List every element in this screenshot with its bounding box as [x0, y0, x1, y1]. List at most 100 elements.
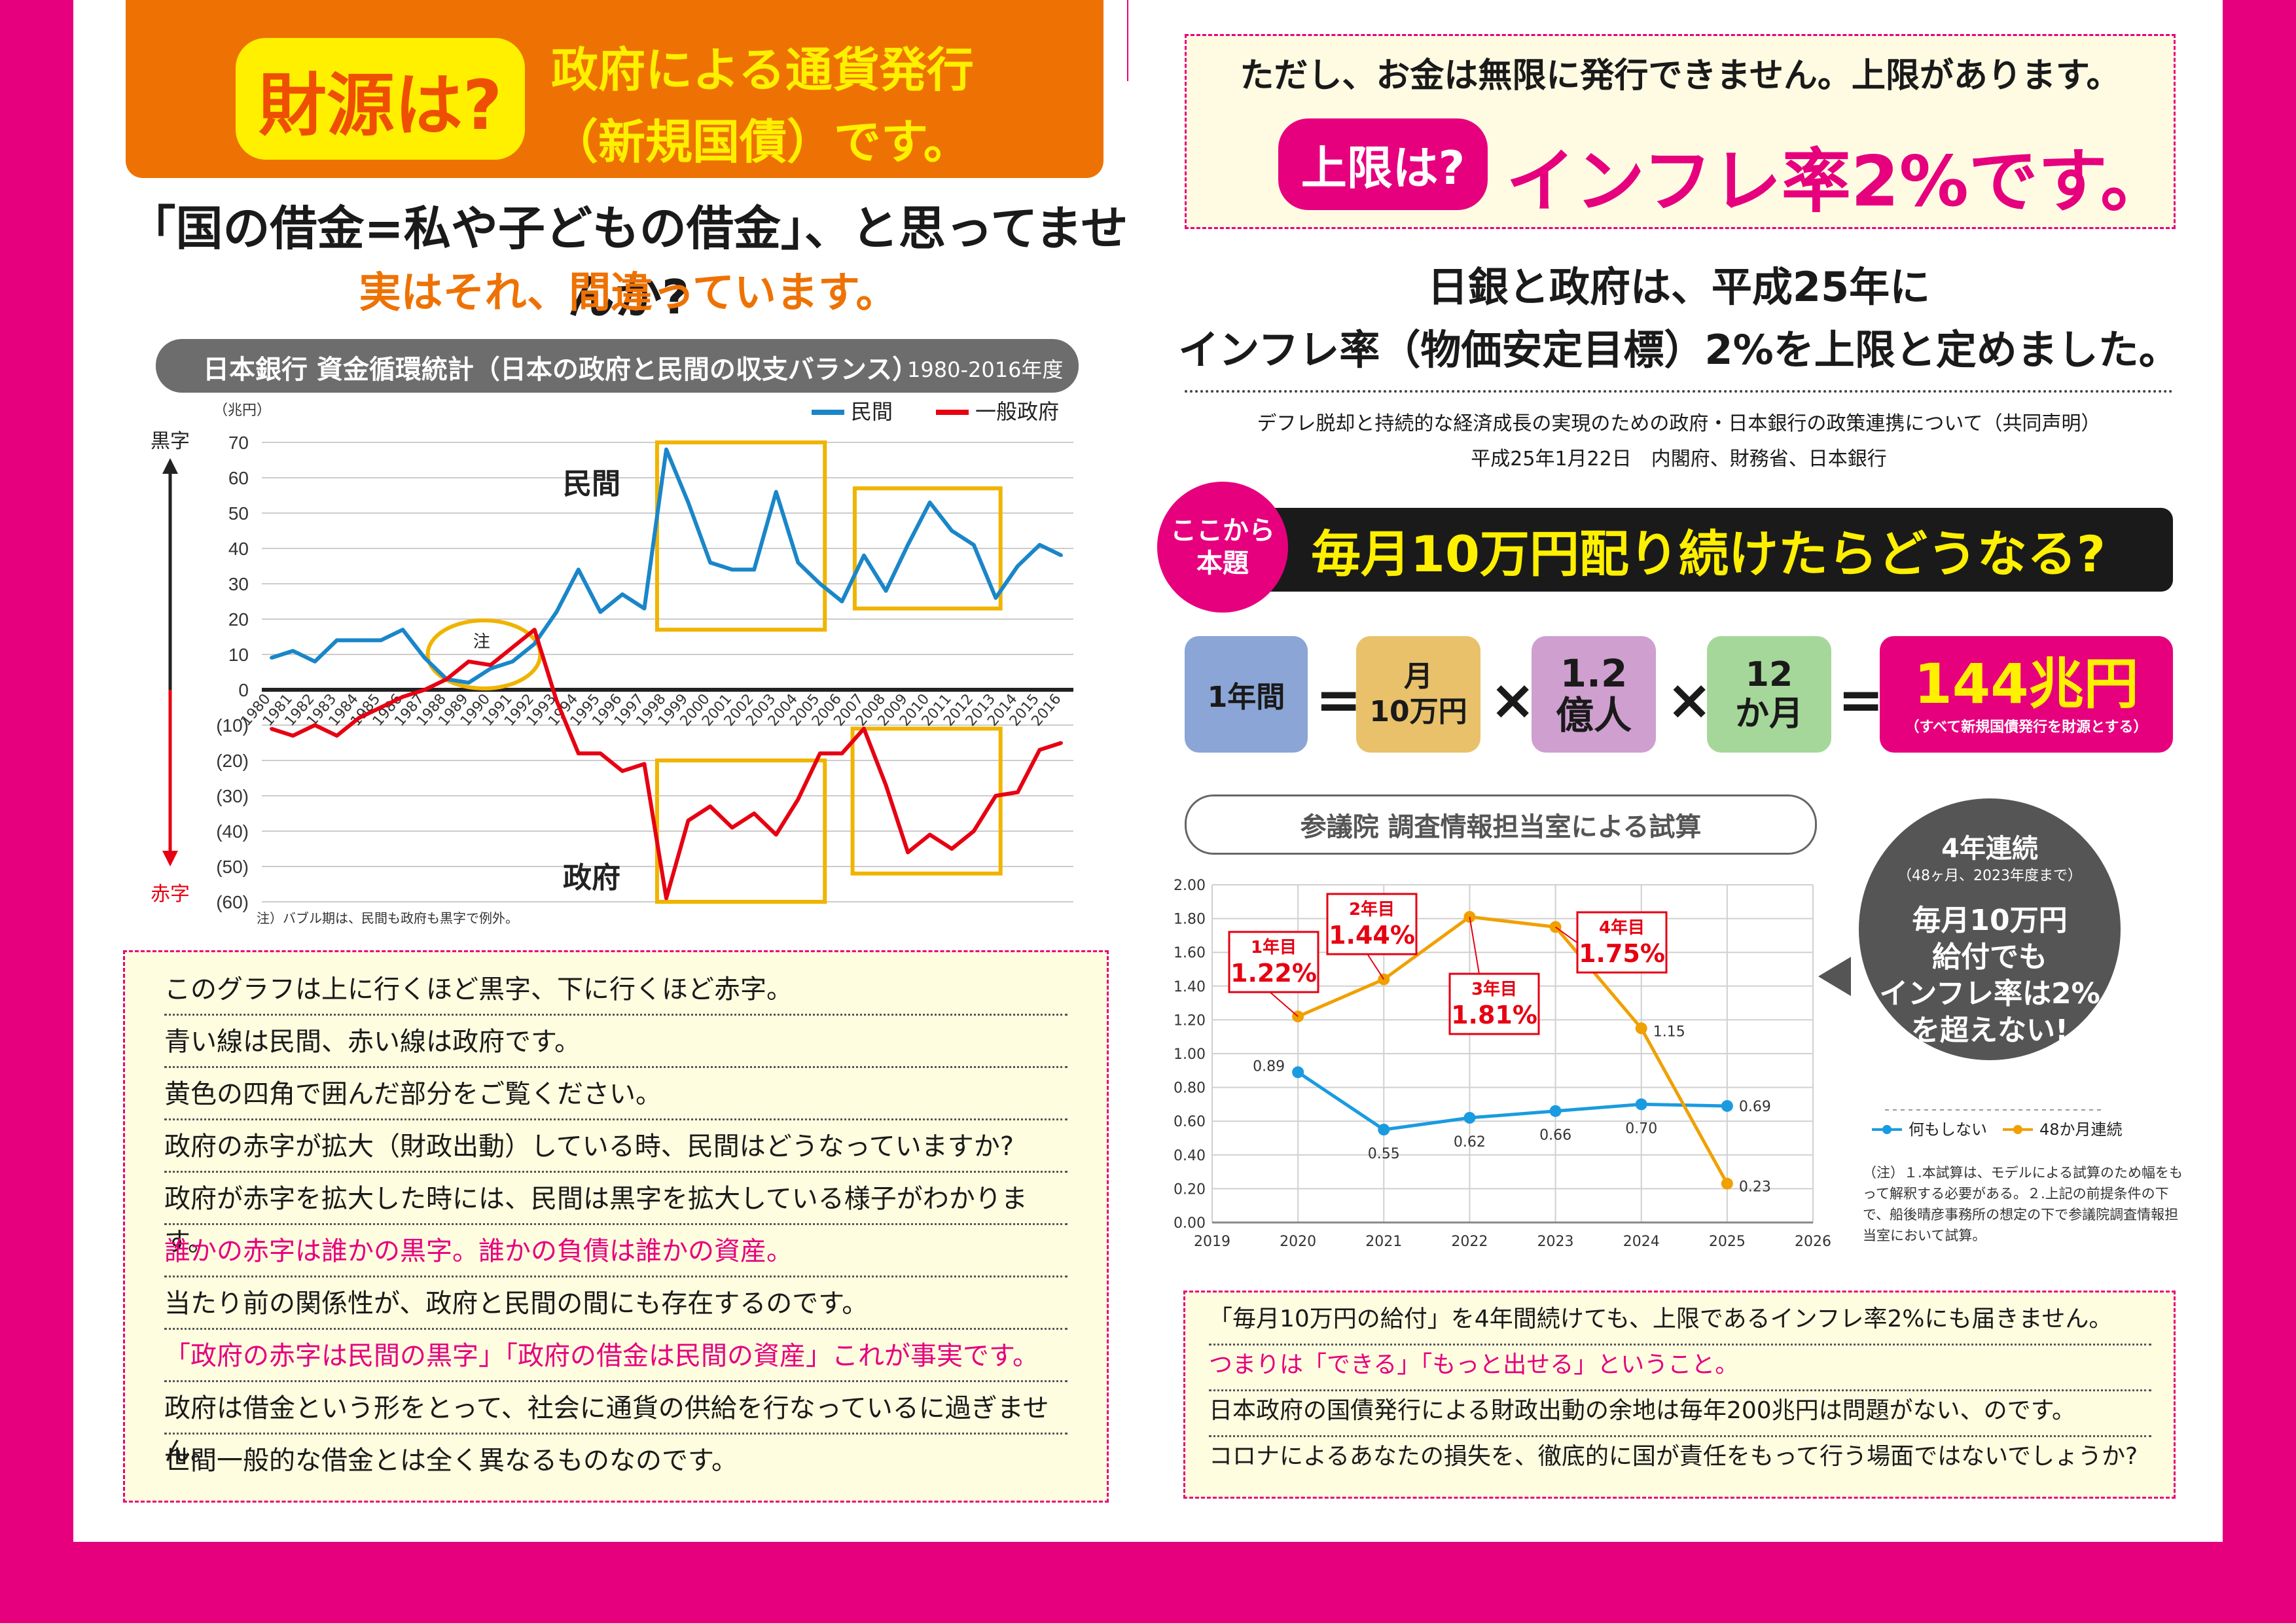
- chart1-title-bar: 日本銀行 資金循環統計（日本の政府と民間の収支バランス） 1980-2016年度: [156, 339, 1079, 393]
- chart1-ytick-label: (60): [216, 892, 249, 912]
- chart2-point-0: [1635, 1098, 1647, 1111]
- source-statement: デフレ脱却と持続的な経済成長の実現のための政府・日本銀行の政策連携について（共同…: [1257, 412, 2101, 435]
- chart1-point-1: [423, 688, 426, 691]
- eq-equals-2: =: [1838, 668, 1884, 732]
- chart1-ytick-label: (50): [216, 857, 249, 877]
- chart1-point-1: [620, 770, 624, 773]
- chart2-legend-dot: [2013, 1125, 2022, 1134]
- chart1-ytick-label: (40): [216, 821, 249, 842]
- source-pill: 財源は?: [236, 38, 525, 160]
- chart2-data-label: 0.69: [1739, 1099, 1771, 1115]
- chart2-ytick-label: 1.40: [1174, 979, 1206, 995]
- eq-box-population: 1.2 億人: [1532, 636, 1656, 753]
- source-answer: 政府による通貨発行 （新規国債）です。: [551, 34, 1088, 178]
- chart2-ytick-label: 1.60: [1174, 945, 1206, 961]
- chart2-xtick-label: 2022: [1451, 1234, 1488, 1250]
- right-line-4: コロナによるあなたの損失を、徹底的に国が責任をもって行う場面ではないでしょうか?: [1209, 1443, 2138, 1470]
- chart1-legend-label: 一般政府: [975, 399, 1059, 424]
- right-line-2: つまりは「できる」「もっと出せる」ということ。: [1209, 1344, 2151, 1391]
- chart1-point-0: [884, 589, 888, 592]
- chart1-ytick-label: (30): [216, 786, 249, 806]
- chart2-ytick-label: 0.80: [1174, 1080, 1206, 1097]
- chart2-ytick-label: 1.80: [1174, 912, 1206, 928]
- chart1-point-0: [730, 568, 734, 571]
- answer-text: 実はそれ、間違っています。: [359, 269, 898, 317]
- chart1-point-0: [1016, 565, 1019, 567]
- chart1-point-1: [950, 847, 954, 850]
- topic-badge: ここから 本題: [1157, 482, 1288, 613]
- chart1-point-0: [840, 600, 844, 603]
- chart1-ytick-label: 60: [228, 468, 249, 488]
- chart2-callout-box: [1448, 972, 1540, 1035]
- chart1-point-1: [665, 897, 668, 900]
- chart2-ytick-label: 0.60: [1174, 1114, 1206, 1130]
- chart1-point-0: [335, 639, 338, 642]
- chart1-title: 日本銀行 資金循環統計（日本の政府と民間の収支バランス）: [203, 355, 919, 385]
- explain-line-7: 当たり前の関係性が、政府と民間の間にも存在するのです。: [164, 1282, 1067, 1330]
- result-circle-2: （48ヶ月、2023年度まで）: [1897, 868, 2082, 884]
- chart1-point-0: [357, 639, 361, 642]
- chart2-point-0: [1292, 1066, 1304, 1079]
- chart1-ytick-label: 30: [228, 574, 249, 594]
- chart1-ytick-label: 50: [228, 503, 249, 524]
- chart2-ytick-label: 1.20: [1174, 1012, 1206, 1029]
- chart1-legend-label: 民間: [851, 399, 893, 424]
- result-circle-6: を超えない!: [1910, 1014, 2069, 1047]
- arrow-down-icon: [162, 851, 178, 866]
- source-date: 平成25年1月22日 内閣府、財務省、日本銀行: [1471, 448, 1887, 471]
- chart2-xtick-label: 2024: [1623, 1234, 1660, 1250]
- chart1-point-1: [357, 717, 361, 720]
- chart1-point-1: [709, 805, 712, 808]
- chart2-callout-year: 4年目: [1599, 918, 1645, 938]
- chart1-point-0: [270, 656, 272, 660]
- chart1-highlight-box: [850, 726, 1003, 876]
- chart1-point-0: [643, 607, 646, 610]
- chart1-point-0: [379, 639, 382, 642]
- chart1-point-1: [1038, 748, 1041, 751]
- chart2-legend-label: 48か月連続: [2039, 1120, 2123, 1139]
- chart1-minkan-label: 民間: [563, 467, 620, 501]
- result-circle-5: インフレ率は2%: [1879, 977, 2100, 1010]
- chart1-svg: 70 60 50 40 30 20 10 0 (10) (20) (30) (40) (50) (60) （…: [151, 399, 1073, 926]
- chart1-point-1: [577, 752, 580, 755]
- chart2-point-1: [1721, 1177, 1733, 1190]
- chart2-ytick-label: 0.20: [1174, 1181, 1206, 1198]
- chart1-point-1: [863, 727, 865, 730]
- chart2-callout-year: 2年目: [1349, 899, 1395, 919]
- chart1-point-0: [577, 568, 580, 571]
- chart1-point-0: [665, 448, 668, 451]
- chart2-point-0: [1721, 1099, 1733, 1112]
- eq-months-1: 12: [1745, 655, 1793, 694]
- eq-total-note: （すべて新規国債発行を財源とする）: [1905, 719, 2148, 736]
- chart2-legend-dot: [1882, 1125, 1892, 1134]
- chart1-note-mark: 注: [473, 632, 490, 652]
- chart1-kuroji-label: 黒字: [151, 430, 190, 453]
- chart1-point-1: [379, 706, 382, 709]
- chart1-point-0: [511, 660, 514, 663]
- chart2-callout-year: 1年目: [1251, 937, 1297, 957]
- eq-box-monthly: 月 10万円: [1356, 636, 1480, 753]
- right-line-1: 「毎月10万円の給付」を4年間続けても、上限であるインフレ率2%にも届きません。: [1209, 1298, 2151, 1346]
- chart1-unit: （兆円）: [213, 402, 271, 419]
- chart2-data-label: 0.70: [1625, 1120, 1657, 1137]
- chart1-point-1: [533, 628, 536, 632]
- source-answer-line-1: 政府による通貨発行: [551, 43, 974, 98]
- chart2-data-label: 0.89: [1253, 1058, 1285, 1075]
- explain-line-4: 政府の赤字が拡大（財政出動）している時、民間はどうなっていますか?: [164, 1125, 1067, 1173]
- chart1-footnote: 注）バブル期は、民間も政府も黒字で例外。: [257, 910, 518, 926]
- chart2-legend: 何もしない 48か月連続: [1872, 1109, 2123, 1139]
- chart2-data-label: 0.62: [1454, 1134, 1486, 1150]
- chart2-data-label: 0.23: [1739, 1179, 1771, 1196]
- chart1-point-1: [291, 734, 295, 738]
- chart1-point-0: [423, 656, 426, 660]
- chart1-point-0: [620, 593, 624, 596]
- chart2-callout-pointer: [1268, 990, 1299, 1017]
- chart1-highlight-box: [852, 486, 1003, 611]
- chart2-point-0: [1463, 1112, 1476, 1124]
- chart2-svg: 2.00 1.80 1.60 1.40 1.20 1.00 0.80 0.60 0.40 0.20…: [1174, 878, 1831, 1250]
- chart1-point-0: [774, 490, 778, 493]
- chart1-point-1: [753, 812, 756, 815]
- chart2-series-line-0: [1297, 1071, 1727, 1132]
- chart1-point-1: [1060, 741, 1063, 744]
- chart1-point-1: [445, 677, 448, 681]
